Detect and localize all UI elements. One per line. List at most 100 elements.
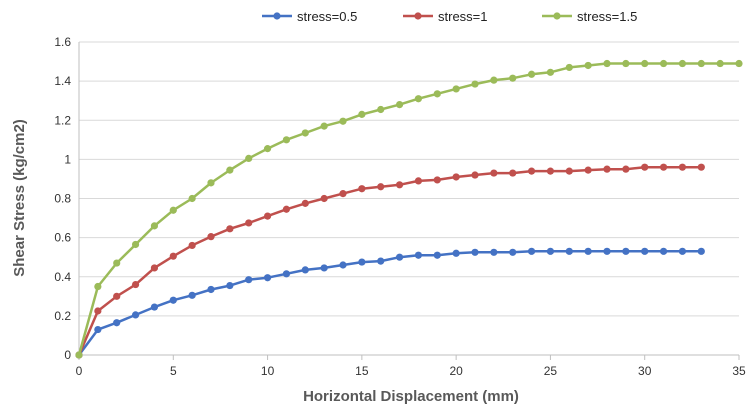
data-point: [509, 169, 517, 177]
y-tick-label: 0.8: [54, 192, 71, 206]
axes: [78, 42, 740, 360]
data-point: [697, 59, 705, 68]
legend-item: stress=0.5: [262, 9, 357, 24]
data-point: [94, 325, 102, 334]
data-point: [358, 185, 366, 193]
data-point: [131, 311, 140, 319]
data-point: [527, 247, 536, 255]
data-point: [452, 85, 460, 93]
data-point: [622, 165, 630, 173]
data-point: [622, 59, 630, 68]
y-axis-title: Shear Stress (kg/cm2): [11, 119, 28, 277]
data-point: [716, 59, 724, 68]
x-tick-labels: 0 5 10 15 20 25 30 35: [76, 364, 746, 378]
data-point: [452, 173, 460, 181]
data-point: [622, 247, 630, 255]
data-point: [377, 257, 385, 265]
x-tick-label: 25: [544, 364, 558, 378]
data-point: [263, 274, 272, 282]
data-point: [207, 179, 215, 187]
data-point: [113, 292, 121, 300]
data-point: [282, 205, 291, 213]
data-point: [188, 241, 196, 250]
y-tick-label: 0.4: [54, 270, 71, 284]
data-point: [226, 166, 234, 174]
legend-label: stress=0.5: [297, 9, 357, 24]
data-point: [301, 199, 309, 207]
data-point: [659, 59, 668, 68]
data-point: [603, 165, 611, 173]
data-point: [263, 145, 272, 153]
legend-label: stress=1.5: [577, 9, 637, 24]
data-point: [509, 74, 517, 82]
x-tick-label: 10: [261, 364, 275, 378]
data-point: [603, 59, 611, 68]
data-point: [433, 176, 441, 184]
data-point: [358, 258, 366, 266]
data-point: [320, 194, 328, 203]
data-point: [339, 117, 347, 125]
data-point: [377, 183, 385, 191]
data-point: [395, 101, 404, 109]
data-point: [207, 285, 215, 294]
legend-swatch-marker: [553, 12, 561, 20]
y-tick-label: 0.6: [54, 231, 71, 245]
data-point: [659, 163, 668, 171]
series-line-1: [77, 250, 702, 356]
data-point: [509, 248, 517, 256]
data-point: [282, 136, 291, 144]
data-point: [245, 219, 253, 227]
data-point: [584, 166, 592, 174]
data-point: [207, 233, 215, 241]
data-point: [490, 169, 498, 177]
y-tick-label: 1.6: [54, 35, 71, 49]
y-tick-label: 1.4: [54, 74, 71, 88]
data-point: [584, 247, 592, 255]
data-point: [565, 63, 573, 72]
data-point: [282, 270, 291, 278]
data-point: [131, 280, 140, 289]
data-point: [641, 163, 649, 171]
data-point: [150, 222, 159, 230]
y-tick-label: 1: [64, 152, 71, 166]
series-line-2: [77, 165, 702, 356]
data-point: [150, 303, 159, 311]
x-tick-label: 15: [355, 364, 369, 378]
data-point: [150, 264, 159, 272]
data-point: [320, 122, 328, 130]
data-point: [546, 167, 555, 175]
data-point: [659, 247, 668, 255]
data-point: [377, 105, 385, 114]
data-point: [301, 129, 309, 137]
data-point: [735, 59, 743, 68]
y-tick-label: 0: [64, 348, 71, 362]
legend-swatch-marker: [414, 12, 422, 20]
series-group: [75, 59, 743, 359]
data-point: [94, 282, 102, 291]
data-point: [169, 252, 177, 260]
data-point: [395, 253, 404, 261]
data-point: [94, 307, 102, 315]
data-point: [263, 212, 272, 220]
data-point: [414, 177, 423, 185]
data-point: [697, 247, 705, 255]
data-point: [226, 225, 234, 233]
data-point: [395, 181, 404, 189]
data-point: [584, 61, 592, 70]
data-point: [527, 70, 536, 78]
data-point: [471, 80, 479, 88]
data-point: [358, 110, 366, 118]
data-point: [245, 276, 253, 284]
data-point: [452, 249, 460, 257]
data-point: [339, 261, 347, 269]
data-point: [546, 247, 555, 255]
data-point: [188, 291, 196, 299]
data-point: [527, 167, 536, 175]
data-point: [490, 76, 498, 84]
legend-swatch-marker: [273, 12, 281, 20]
data-point: [320, 264, 328, 272]
series-line-3: [77, 62, 739, 356]
data-point: [113, 259, 121, 267]
data-point: [565, 167, 573, 175]
